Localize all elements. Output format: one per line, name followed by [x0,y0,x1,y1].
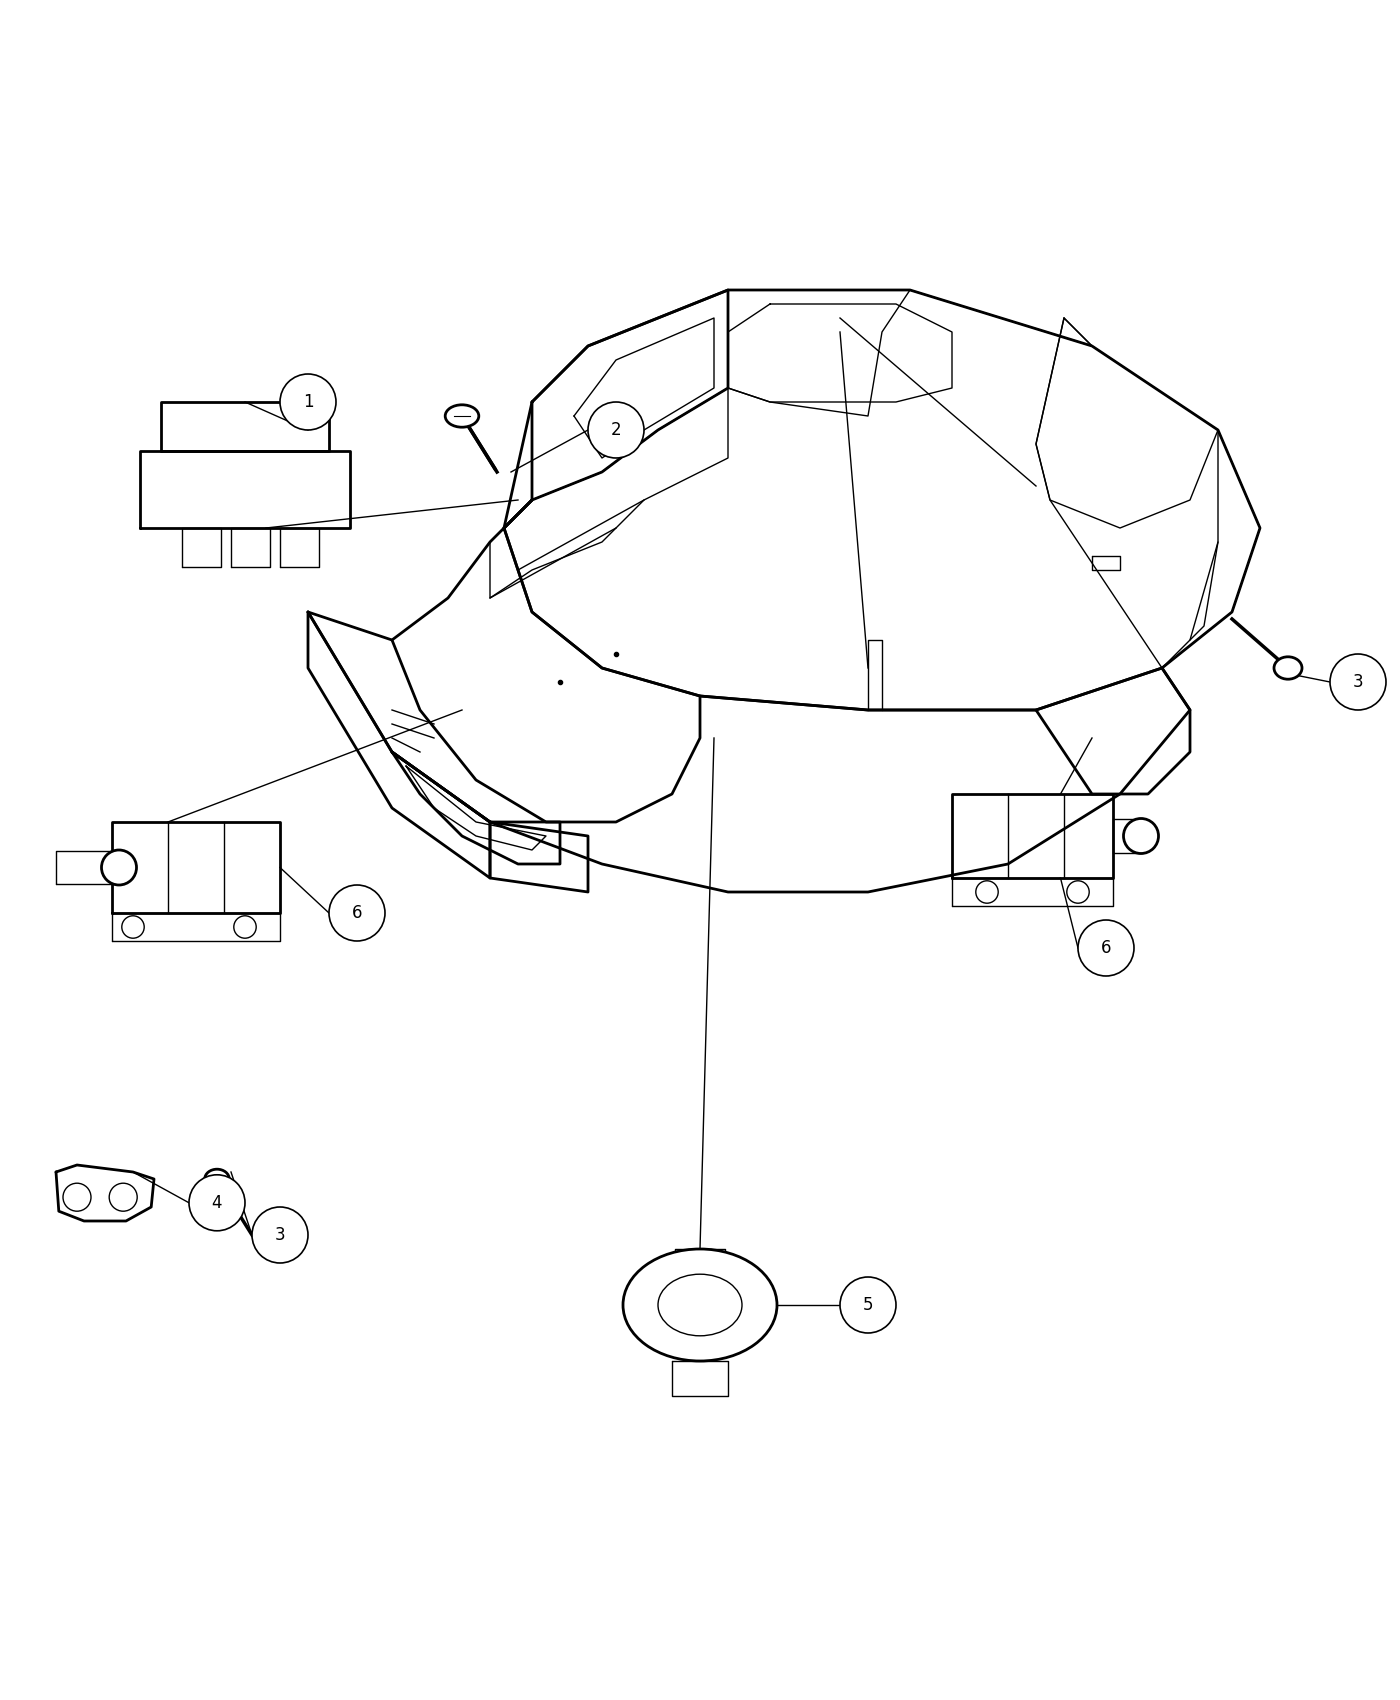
Circle shape [329,886,385,942]
Circle shape [252,1207,308,1263]
Text: 5: 5 [862,1295,874,1314]
Ellipse shape [1274,656,1302,680]
Circle shape [234,916,256,938]
Ellipse shape [623,1250,777,1362]
Ellipse shape [204,1170,230,1188]
Circle shape [189,1175,245,1231]
Text: 3: 3 [274,1226,286,1244]
Ellipse shape [445,405,479,427]
Text: 3: 3 [1352,673,1364,690]
Circle shape [109,1183,137,1210]
Circle shape [1078,920,1134,976]
Text: 4: 4 [211,1193,223,1212]
Text: 2: 2 [610,422,622,439]
Text: 6: 6 [1100,938,1112,957]
Circle shape [1330,654,1386,711]
Circle shape [976,881,998,903]
Circle shape [1067,881,1089,903]
Circle shape [840,1277,896,1333]
Circle shape [63,1183,91,1210]
Circle shape [588,401,644,457]
Text: 6: 6 [351,904,363,921]
Circle shape [122,916,144,938]
Ellipse shape [101,850,137,886]
Text: 1: 1 [302,393,314,411]
Circle shape [280,374,336,430]
Ellipse shape [1123,818,1159,853]
